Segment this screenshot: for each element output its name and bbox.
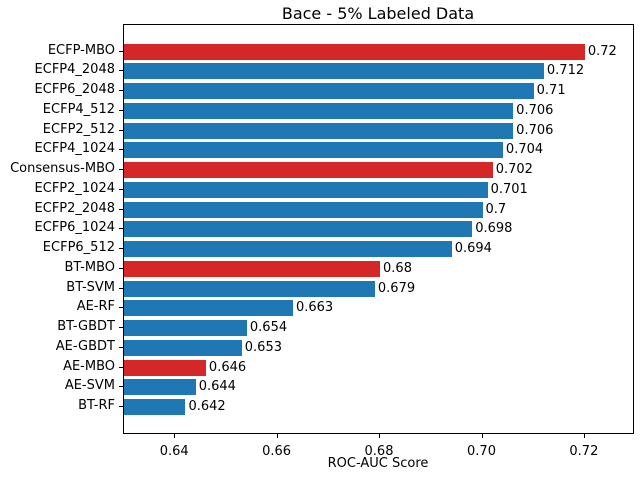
y-tick-mark (119, 50, 123, 52)
bar (124, 102, 514, 119)
y-tick-label: ECFP2_2048 (34, 200, 115, 216)
x-tick-mark (174, 434, 176, 438)
y-tick-label: ECFP6_2048 (34, 82, 115, 97)
bar-value-label: 0.654 (249, 320, 288, 335)
x-tick-mark (379, 434, 380, 438)
bar-value-label: 0.702 (495, 162, 533, 177)
bar (124, 162, 493, 178)
y-tick-label: BT-GBDT (57, 319, 115, 334)
y-tick-label: Consensus-MBO (10, 161, 115, 176)
bar-value-label: 0.653 (244, 339, 282, 355)
y-tick-label: BT-SVM (66, 279, 115, 295)
bar-value-label: 0.701 (490, 181, 528, 197)
bar (124, 63, 544, 80)
bar (124, 399, 186, 415)
y-tick-label: ECFP-MBO (47, 42, 115, 58)
x-tick-label: 0.64 (159, 444, 189, 459)
y-tick-mark (119, 149, 123, 151)
bar-value-label: 0.679 (377, 280, 416, 296)
x-axis-label: ROC-AUC Score (327, 456, 429, 471)
bar (124, 280, 375, 297)
bar-value-label: 0.698 (475, 221, 513, 237)
bar-value-label: 0.68 (383, 260, 412, 276)
y-tick-label: BT-MBO (64, 259, 116, 275)
y-tick-label: AE-SVM (64, 378, 115, 394)
y-tick-mark (119, 90, 123, 91)
x-tick-label: 0.70 (467, 444, 496, 459)
bar (124, 339, 242, 356)
y-tick-mark (119, 70, 123, 72)
y-tick-mark (119, 248, 123, 249)
bar (124, 379, 196, 396)
bar (124, 201, 483, 218)
bar-value-label: 0.646 (208, 359, 247, 375)
y-tick-mark (119, 169, 123, 170)
chart-title: Bace - 5% Labeled Data (281, 4, 475, 23)
y-tick-mark (119, 267, 123, 269)
bar (124, 221, 473, 238)
x-tick-mark (481, 434, 483, 438)
y-tick-label: BT-RF (78, 398, 115, 413)
y-tick-mark (119, 386, 123, 388)
x-tick-label: 0.66 (262, 444, 292, 459)
x-tick-label: 0.68 (364, 444, 394, 459)
y-tick-mark (119, 406, 123, 407)
y-tick-label: AE-MBO (63, 358, 115, 374)
bar-value-label: 0.694 (454, 241, 492, 256)
bar-value-label: 0.712 (546, 63, 585, 79)
bar (124, 260, 380, 277)
y-tick-mark (119, 287, 123, 289)
bar-value-label: 0.642 (188, 399, 226, 414)
x-tick-mark (276, 434, 278, 438)
bar (124, 122, 514, 139)
bar (124, 320, 247, 336)
y-tick-label: ECFP4_512 (42, 101, 115, 117)
y-tick-label: ECFP6_512 (42, 240, 115, 255)
bar-value-label: 0.706 (516, 102, 554, 118)
y-tick-mark (119, 307, 123, 309)
bar (124, 241, 452, 257)
bar (124, 359, 206, 376)
bar (124, 83, 534, 99)
bar-value-label: 0.706 (516, 122, 554, 138)
bar-value-label: 0.644 (198, 379, 236, 395)
bar-value-label: 0.7 (485, 201, 507, 217)
y-tick-mark (119, 188, 123, 190)
bar (124, 300, 293, 317)
x-tick-label: 0.72 (569, 444, 599, 459)
y-tick-label: ECFP2_1024 (34, 180, 115, 196)
y-tick-mark (119, 109, 123, 111)
y-tick-mark (119, 129, 123, 131)
bar-value-label: 0.663 (295, 300, 334, 316)
bar (124, 142, 503, 159)
y-tick-mark (119, 208, 123, 210)
y-tick-mark (119, 327, 123, 328)
y-tick-mark (119, 366, 123, 368)
bar-value-label: 0.704 (505, 142, 544, 158)
plot-area: 0.72 0.712 0.71 0.706 0.706 0.704 0.702 0.701 0.… (123, 24, 634, 434)
y-tick-mark (119, 228, 123, 230)
y-tick-label: ECFP4_1024 (34, 141, 115, 157)
bar (124, 181, 488, 198)
y-tick-label: AE-GBDT (55, 338, 115, 354)
y-tick-label: AE-RF (76, 299, 115, 315)
bar-value-label: 0.71 (536, 83, 566, 98)
y-tick-mark (119, 346, 123, 348)
bar (124, 43, 585, 60)
bar-value-label: 0.72 (587, 43, 617, 59)
y-tick-label: ECFP2_512 (42, 121, 115, 137)
x-tick-mark (583, 434, 585, 438)
y-tick-label: ECFP4_2048 (34, 62, 115, 78)
y-tick-label: ECFP6_1024 (34, 220, 115, 236)
